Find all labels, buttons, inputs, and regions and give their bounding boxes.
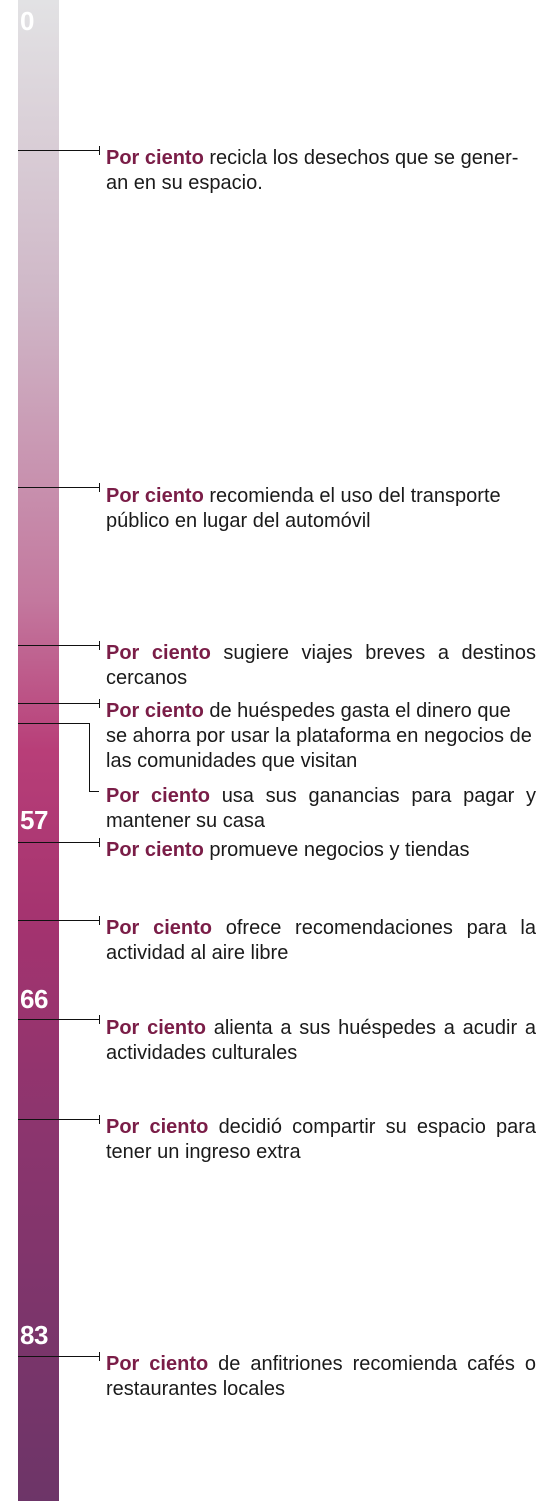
annotation-text: ofrece recomendaciones para la actividad… — [106, 917, 537, 964]
annotation-lead: Por ciento — [106, 700, 204, 722]
annotation-text: promueve negocios y tiendas — [209, 839, 470, 861]
leader-line-4 — [18, 703, 100, 705]
annotation-viajes: Por ciento sugiere viajes breves a desti… — [106, 641, 536, 691]
annotation-cafes: Por ciento de anfitriones recomienda caf… — [106, 1352, 536, 1402]
annotation-lead: Por ciento — [106, 1116, 209, 1138]
annotation-lead: Por ciento — [106, 1017, 206, 1039]
leader-tick-10 — [99, 1352, 101, 1361]
leader-line-6 — [18, 842, 100, 844]
annotation-huespedes-gasto: Por ciento de huéspedes gasta el dinero … — [106, 699, 536, 774]
annotation-aire-libre: Por ciento ofrece recomendaciones para l… — [106, 916, 536, 966]
leader-tick-8 — [99, 1015, 101, 1024]
leader-tick-2 — [99, 483, 101, 492]
annotation-ingreso-extra: Por ciento decidió compartir su espacio … — [106, 1115, 536, 1165]
leader-line-7 — [18, 920, 100, 922]
annotation-lead: Por ciento — [106, 785, 210, 807]
scale-label-66: 66 — [20, 984, 48, 1014]
annotation-lead: Por ciento — [106, 147, 204, 169]
annotation-recicla: Por ciento recicla los desechos que se g… — [106, 146, 536, 196]
annotation-text: usa sus ganancias para pagar y mantener … — [106, 785, 537, 832]
leader-tick-5 — [89, 723, 91, 792]
leader-line-3 — [18, 645, 100, 647]
annotation-lead: Por ciento — [106, 917, 212, 939]
annotation-culturales: Por ciento alienta a sus huéspedes a acu… — [106, 1016, 536, 1066]
annotation-lead: Por ciento — [106, 485, 204, 507]
annotation-text: decidió compartir su espacio para tener … — [106, 1116, 537, 1163]
leader-tick-9 — [99, 1115, 101, 1124]
annotation-text: de anfitriones recomienda cafés o restau… — [106, 1353, 536, 1400]
annotation-text: sugiere viajes breves a destinos cercano… — [106, 642, 536, 689]
annotation-lead: Por ciento — [106, 1353, 209, 1375]
leader-tick-6 — [99, 838, 101, 847]
leader-line-10 — [18, 1356, 100, 1358]
leader-tick-3 — [99, 641, 101, 650]
annotation-transporte: Por ciento recomienda el uso del transpo… — [106, 484, 536, 534]
scale-label-0: 0 — [20, 6, 34, 36]
annotation-lead: Por ciento — [106, 642, 211, 664]
annotation-text: de huéspedes gasta el dinero que se ahor… — [106, 700, 532, 772]
annotation-text: recomienda el uso del transporte público… — [106, 485, 501, 532]
annotation-negocios: Por ciento promueve negocios y tiendas — [106, 838, 536, 863]
leader-line-1 — [18, 150, 100, 152]
leader-line-2 — [18, 487, 100, 489]
scale-label-83: 83 — [20, 1320, 48, 1350]
leader-tick-7 — [99, 916, 101, 925]
annotation-lead: Por ciento — [106, 839, 204, 861]
annotation-text: recicla los desechos que se gener-an en … — [106, 147, 519, 194]
leader-line-9 — [18, 1119, 100, 1121]
leader-tick-1 — [99, 146, 101, 155]
percent-scale-bar — [18, 0, 59, 1501]
leader-line-8 — [18, 1019, 100, 1021]
leader-line-5 — [18, 723, 90, 725]
annotation-text: alienta a sus huéspedes a acudir a activ… — [106, 1017, 536, 1064]
scale-label-57: 57 — [20, 805, 48, 835]
annotation-ganancias: Por ciento usa sus ganancias para pagar … — [106, 784, 536, 834]
leader-tick-4 — [99, 699, 101, 708]
leader-line-5-end — [89, 791, 99, 793]
